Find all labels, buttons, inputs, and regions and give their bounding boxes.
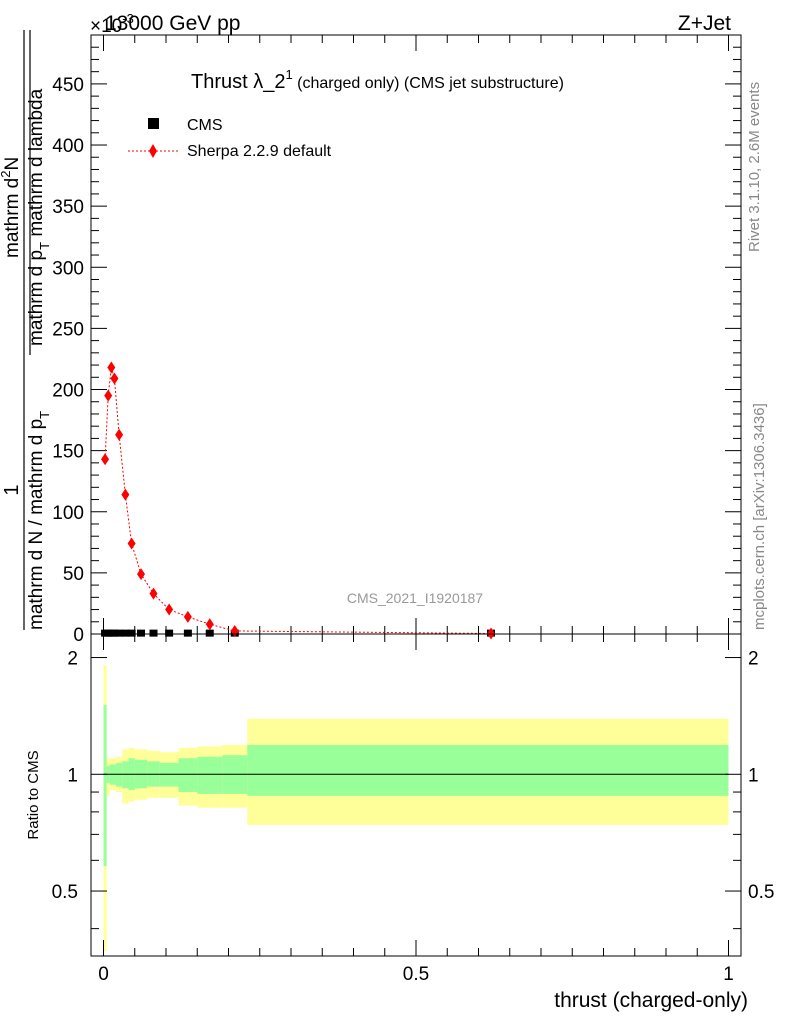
cms-data-point (149, 629, 158, 637)
x-axis-label: thrust (charged-only) (554, 989, 748, 1012)
cms-data-point (110, 629, 119, 637)
analysis-watermark: CMS_2021_I1920187 (347, 590, 483, 606)
main-ytick-label: 400 (52, 136, 84, 157)
ratio-ytick-label: 2 (67, 649, 78, 670)
cms-data-point (127, 629, 136, 637)
mc-data-point (121, 488, 130, 501)
energy-label: 13000 GeV pp (105, 12, 240, 35)
exponent-label: ×10-3 (90, 11, 134, 37)
ratio-bands (103, 665, 729, 952)
ratio-ytick-label-right: 2 (748, 649, 759, 670)
legend-mc-marker (149, 144, 157, 158)
main-ytick-label: 0 (73, 625, 84, 646)
mc-data-point (149, 587, 158, 600)
main-ytick-label: 50 (63, 564, 84, 585)
mc-data-point (101, 453, 110, 466)
rivet-label: Rivet 3.1.10, 2.6M events (746, 82, 763, 252)
legend-mc-label: Sherpa 2.2.9 default (187, 143, 332, 160)
mc-data-point (115, 428, 124, 441)
plot-title: Thrust λ_21 (charged only) (CMS jet subs… (191, 67, 564, 93)
ratio-ytick-label-right: 1 (748, 765, 759, 786)
cms-data-point (137, 629, 145, 637)
mc-data-point (107, 361, 116, 374)
main-ytick-label: 350 (52, 197, 84, 218)
main-ytick-label: 150 (52, 442, 84, 463)
mc-data-point (110, 372, 119, 385)
ratio-ytick-label-right: 0.5 (748, 882, 774, 903)
ratio-inner-band (197, 756, 223, 794)
cms-data-point (115, 629, 124, 637)
process-label: Z+Jet (678, 12, 731, 35)
ylabel-one: 1 (1, 484, 23, 495)
ylabel-numerator: mathrm d2N (0, 157, 23, 258)
legend-cms-marker (148, 118, 159, 129)
cms-data-point (165, 629, 174, 637)
main-ytick-label: 250 (52, 319, 84, 340)
mc-data-point (183, 610, 192, 623)
main-ytick-label: 100 (52, 503, 84, 524)
ratio-ylabel: Ratio to CMS (25, 750, 42, 839)
cms-data-point (205, 629, 214, 637)
legend-cms-label: CMS (187, 117, 223, 134)
mc-data-point (165, 603, 174, 616)
ratio-frame (90, 633, 742, 957)
cms-data-point (183, 629, 192, 637)
mc-data-point (137, 568, 145, 581)
ratio-inner-band (122, 761, 129, 789)
ratio-ytick-label: 1 (67, 765, 78, 786)
ratio-plot-layer: 0 0.5 1 0.5 0.5 1 1 2 2 (52, 634, 774, 985)
xtick-label: 1 (723, 964, 734, 985)
xtick-label: 0.5 (403, 964, 429, 985)
mcplots-label: mcplots.cern.ch [arXiv:1306.3436] (751, 403, 768, 630)
ylabel-inner-denominator: mathrm d pT mathrm d lambda (26, 88, 52, 346)
main-ytick-label: 300 (52, 258, 84, 279)
mc-data-point (127, 537, 136, 550)
ratio-inner-band (103, 704, 107, 867)
mc-data-point (104, 389, 113, 402)
ratio-inner-band (247, 744, 729, 796)
ratio-ytick-label: 0.5 (52, 882, 78, 903)
main-ylabel: 1 mathrm d N / mathrm d pT mathrm d2N ma… (0, 30, 52, 630)
ratio-inner-band (178, 758, 198, 793)
mc-data-point (205, 618, 214, 631)
cms-data-point (121, 629, 130, 637)
main-ytick-label: 200 (52, 381, 84, 402)
xtick-label: 0 (98, 964, 109, 985)
main-ytick-label: 450 (52, 75, 84, 96)
legend: CMS Sherpa 2.2.9 default (128, 117, 332, 160)
ylabel-denominator: mathrm d N / mathrm d pT (26, 411, 52, 630)
